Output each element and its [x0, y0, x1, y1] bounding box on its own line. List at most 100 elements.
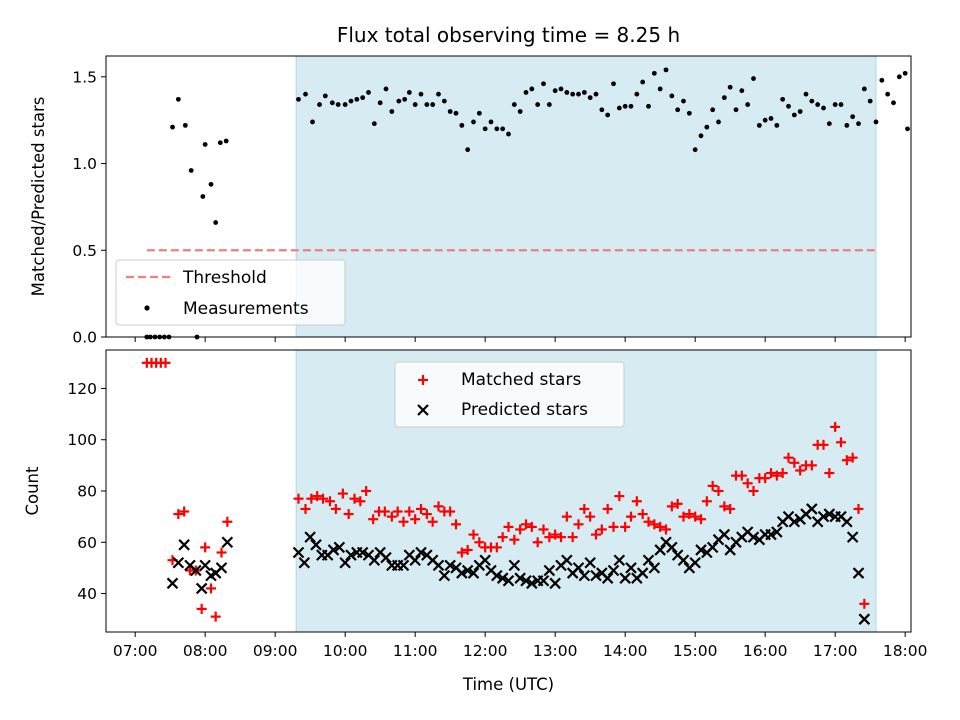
predicted-point [543, 564, 556, 577]
measurement-point [704, 124, 710, 130]
predicted-point [677, 554, 690, 566]
predicted-point [333, 541, 346, 554]
measurement-point [335, 102, 341, 107]
predicted-points [166, 503, 871, 625]
y-tick-label: 0.5 [72, 242, 97, 260]
matched-point [532, 537, 543, 548]
matched-point [521, 519, 531, 530]
predicted-point [537, 574, 550, 587]
measurement-point [360, 95, 366, 101]
matched-point [596, 524, 607, 535]
predicted-point [304, 531, 316, 543]
matched-point [824, 468, 835, 479]
measurement-point [296, 96, 301, 102]
measurement-point [867, 98, 873, 104]
measurement-point [471, 119, 476, 125]
measurement-point [430, 102, 436, 107]
measurement-point [170, 124, 175, 130]
measurement-point [402, 96, 408, 102]
predicted-point [166, 577, 179, 590]
predicted-point [221, 536, 234, 549]
matched-point [655, 521, 666, 532]
measurement-point [611, 81, 616, 87]
matched-point [216, 547, 227, 558]
measurement-point [622, 103, 628, 109]
matched-point [643, 516, 654, 527]
matched-point [853, 503, 864, 514]
matched-point [672, 498, 683, 509]
measurement-point [377, 100, 383, 106]
predicted-point [298, 557, 311, 569]
y-tick-label: 1.0 [72, 155, 97, 173]
matched-point [544, 532, 555, 543]
predicted-point [648, 562, 661, 574]
predicted-point [292, 546, 305, 559]
measurement-point [751, 76, 756, 81]
legend-predicted-label: Predicted stars [461, 400, 588, 420]
measurement-point [861, 86, 867, 92]
matched-point [830, 421, 841, 432]
matched-point [210, 611, 221, 622]
matched-point [330, 503, 341, 514]
measurement-point [896, 74, 902, 80]
matched-point [312, 491, 323, 502]
matched-point [398, 516, 409, 527]
matched-point [841, 455, 852, 466]
predicted-point [806, 503, 818, 515]
matched-point [614, 491, 625, 502]
measurement-point [406, 90, 412, 95]
measurement-point [663, 67, 669, 73]
measurement-point [780, 96, 786, 102]
matched-point [421, 509, 432, 520]
predicted-point [409, 554, 421, 566]
measurement-point [686, 110, 692, 116]
measurement-point [396, 98, 402, 104]
predicted-point [654, 544, 666, 556]
predicted-point [461, 564, 474, 577]
predicted-point [195, 582, 208, 595]
measurement-point [826, 121, 832, 127]
matched-point [748, 486, 759, 496]
measurement-point [832, 102, 838, 107]
measurement-point [217, 140, 223, 146]
predicted-point [846, 531, 859, 543]
matched-point [795, 465, 806, 476]
matched-point [386, 511, 397, 522]
predicted-point [526, 577, 538, 590]
matched-point [713, 486, 724, 496]
matched-point [585, 511, 596, 522]
measurement-point [599, 107, 605, 113]
predicted-point [415, 546, 427, 559]
measurement-point [605, 112, 611, 118]
matched-point [701, 496, 712, 507]
measurement-point [905, 126, 910, 132]
predicted-point [572, 562, 585, 574]
measurement-point [885, 91, 891, 97]
legend-matched-swatch [418, 375, 428, 385]
measurement-point [476, 110, 482, 116]
measurement-point [202, 142, 208, 147]
matched-point [626, 511, 636, 522]
measurement-point [342, 102, 348, 107]
x-tick-label: 09:00 [253, 642, 298, 660]
measurement-point [389, 109, 395, 114]
measurement-point [745, 102, 751, 107]
top-axes-frame [105, 55, 912, 338]
x-tick-label: 18:00 [883, 642, 928, 660]
matched-point [725, 503, 736, 514]
measurement-point [535, 102, 541, 107]
matched-point [404, 506, 415, 517]
measurement-point [698, 133, 704, 139]
y-tick-label: 0.0 [72, 329, 97, 347]
x-tick-label: 15:00 [673, 642, 718, 660]
predicted-point [666, 541, 678, 554]
matched-point [368, 514, 379, 525]
matched-point [538, 524, 549, 535]
predicted-point [858, 613, 871, 625]
measurement-point [634, 91, 640, 97]
measurement-point [558, 86, 564, 92]
measurement-point [727, 84, 733, 90]
predicted-point [642, 554, 655, 566]
measurement-point [208, 181, 214, 187]
matched-point [379, 506, 390, 517]
